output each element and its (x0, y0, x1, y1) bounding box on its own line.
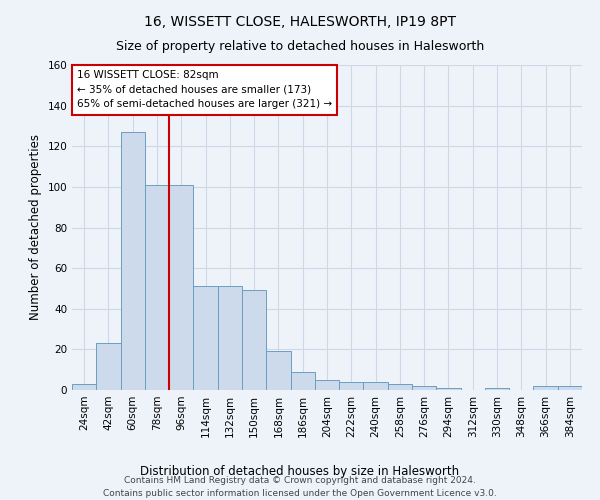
Bar (145, 185, 169, 390)
Bar (436, 388, 461, 390)
Bar (193, 286, 218, 390)
Bar (315, 380, 339, 390)
Bar (266, 352, 290, 390)
Text: Contains HM Land Registry data © Crown copyright and database right 2024.
Contai: Contains HM Land Registry data © Crown c… (103, 476, 497, 498)
Bar (388, 384, 412, 390)
Bar (339, 382, 364, 390)
Text: 16 WISSETT CLOSE: 82sqm
← 35% of detached houses are smaller (173)
65% of semi-d: 16 WISSETT CLOSE: 82sqm ← 35% of detache… (77, 70, 332, 110)
Bar (485, 388, 509, 390)
Bar (364, 382, 388, 390)
Bar (412, 386, 436, 390)
Text: Distribution of detached houses by size in Halesworth: Distribution of detached houses by size … (140, 464, 460, 477)
Bar (242, 290, 266, 390)
Bar (558, 386, 582, 390)
Bar (218, 286, 242, 390)
Bar (121, 132, 145, 390)
Text: 16, WISSETT CLOSE, HALESWORTH, IP19 8PT: 16, WISSETT CLOSE, HALESWORTH, IP19 8PT (144, 15, 456, 29)
Bar (169, 185, 193, 390)
Bar (533, 386, 558, 390)
Bar (290, 372, 315, 390)
Text: Size of property relative to detached houses in Halesworth: Size of property relative to detached ho… (116, 40, 484, 53)
Bar (96, 344, 121, 390)
Y-axis label: Number of detached properties: Number of detached properties (29, 134, 42, 320)
Bar (72, 384, 96, 390)
